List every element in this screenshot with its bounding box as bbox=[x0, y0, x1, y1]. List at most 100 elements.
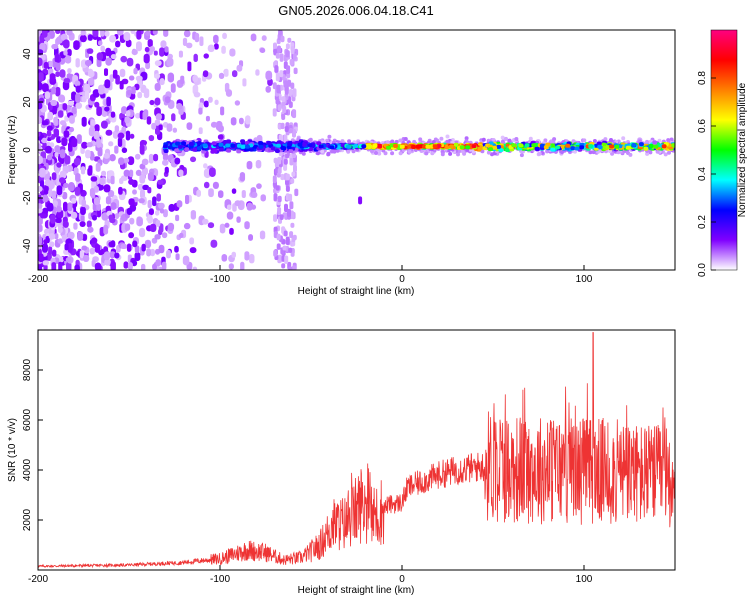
spectrogram-cell bbox=[131, 49, 138, 56]
spectrogram-cell bbox=[74, 264, 80, 270]
spectrogram-cell bbox=[285, 236, 290, 245]
spectrogram-cell bbox=[73, 157, 81, 166]
spectrogram-cell bbox=[227, 204, 232, 211]
spectrogram-cell bbox=[125, 39, 132, 48]
colorbar-tick-label: 0.8 bbox=[697, 71, 708, 85]
spectrogram-cell bbox=[174, 148, 180, 153]
spectrogram-cell bbox=[645, 139, 649, 144]
spectrogram-cell bbox=[570, 146, 576, 151]
spectrogram-cell bbox=[43, 61, 49, 69]
spectrogram-cell bbox=[175, 253, 180, 261]
spectrogram-cell bbox=[221, 254, 228, 262]
spectrogram-cell bbox=[292, 152, 297, 159]
spectrogram-cell bbox=[148, 135, 155, 142]
spectrogram-cell bbox=[345, 144, 351, 149]
spectrogram-cells bbox=[38, 30, 675, 270]
spectrogram-cell bbox=[52, 106, 57, 115]
colorbar-tick-label: 0.0 bbox=[697, 263, 708, 277]
snr-y-ticks: 2000 4000 6000 8000 bbox=[22, 358, 43, 531]
spectrogram-cell bbox=[63, 201, 68, 212]
spectrogram-cell bbox=[210, 121, 218, 128]
x-tick-label: -100 bbox=[210, 574, 230, 585]
spectrogram-cell bbox=[239, 172, 246, 182]
spectrogram-cell bbox=[291, 171, 296, 177]
spectrogram-cell bbox=[81, 141, 88, 149]
spectrogram-cell bbox=[67, 100, 75, 106]
spectrogram-cell bbox=[645, 151, 650, 156]
spectrogram-cell bbox=[273, 214, 278, 222]
spectrogram-cell bbox=[155, 210, 160, 216]
spectrogram-cell bbox=[207, 222, 215, 229]
spectrogram-cell bbox=[152, 263, 157, 270]
spectrogram-cell bbox=[63, 39, 70, 49]
spectrogram-cell bbox=[280, 173, 285, 181]
spectrogram-x-ticks: -200 -100 0 100 bbox=[28, 265, 593, 285]
spectrogram-cell bbox=[59, 120, 67, 126]
colorbar-tick-label: 0.4 bbox=[697, 167, 708, 181]
spectrogram-cell bbox=[488, 141, 494, 146]
spectrogram-cell bbox=[316, 141, 322, 146]
spectrogram-cell bbox=[648, 144, 654, 148]
spectrogram-cell bbox=[670, 143, 675, 148]
spectrogram-cell bbox=[213, 34, 219, 44]
spectrogram-cell bbox=[289, 201, 294, 210]
spectrogram-cell bbox=[425, 144, 431, 149]
spectrogram-cell bbox=[38, 82, 43, 91]
spectrogram-cell bbox=[448, 151, 453, 156]
spectrogram-cell bbox=[162, 144, 168, 149]
spectrogram-cell bbox=[100, 30, 105, 37]
colorbar: 0.0 0.2 0.4 0.6 0.8 Normalized spectral ampl… bbox=[697, 29, 748, 277]
spectrogram-cell bbox=[307, 143, 313, 148]
spectrogram-cell bbox=[287, 208, 291, 217]
spectrogram-cell bbox=[239, 117, 244, 125]
spectrogram-cell bbox=[45, 178, 51, 187]
spectrogram-cell bbox=[202, 218, 209, 225]
y-tick-label: 6000 bbox=[22, 408, 33, 431]
spectrogram-cell bbox=[152, 30, 158, 36]
spectrogram-cell bbox=[131, 86, 136, 95]
spectrogram-cell bbox=[289, 158, 294, 166]
spectrogram-cell bbox=[288, 149, 294, 154]
spectrogram-cell bbox=[50, 214, 56, 224]
spectrogram-cell bbox=[128, 75, 135, 81]
spectrogram-cell bbox=[518, 143, 524, 148]
spectrogram-cell bbox=[121, 106, 128, 115]
spectrogram-cell bbox=[234, 200, 241, 207]
spectrogram-cell bbox=[353, 144, 359, 148]
spectrogram-cell bbox=[329, 145, 335, 150]
spectrogram-cell bbox=[212, 149, 218, 154]
spectrogram-cell bbox=[176, 200, 183, 208]
spectrogram-cell bbox=[55, 30, 61, 34]
spectrogram-cell bbox=[207, 44, 215, 53]
spectrogram-cell bbox=[45, 145, 52, 154]
spectrogram-cell bbox=[47, 111, 54, 121]
spectrogram-cell bbox=[104, 79, 111, 89]
spectrogram-cell bbox=[194, 32, 200, 43]
spectrogram-cell bbox=[149, 46, 155, 52]
spectrogram-cell bbox=[574, 146, 580, 151]
spectrogram-cell bbox=[91, 259, 96, 267]
spectrogram-cell bbox=[655, 149, 660, 154]
spectrogram-cell bbox=[90, 119, 96, 126]
spectrogram-cell bbox=[242, 78, 247, 87]
spectrogram-cell bbox=[198, 127, 203, 135]
spectrogram-cell bbox=[550, 143, 556, 148]
spectrogram-cell bbox=[150, 248, 155, 257]
spectrogram-cell bbox=[460, 149, 465, 154]
x-tick-label: -200 bbox=[28, 574, 48, 585]
spectrogram-cell bbox=[56, 162, 62, 168]
spectrogram-cell bbox=[42, 243, 48, 253]
spectrogram-cell bbox=[327, 134, 332, 139]
spectrogram-cell bbox=[83, 83, 91, 93]
spectrogram-cell bbox=[95, 162, 101, 172]
spectrogram-cell bbox=[274, 149, 280, 153]
spectrogram-cell bbox=[471, 144, 477, 149]
spectrogram-cell bbox=[176, 103, 183, 110]
spectrogram-cell bbox=[407, 149, 412, 154]
spectrogram-cell bbox=[560, 144, 566, 149]
spectrogram-cell bbox=[114, 125, 120, 133]
spectrogram-cell bbox=[146, 248, 152, 257]
spectrogram-cell bbox=[38, 239, 42, 247]
